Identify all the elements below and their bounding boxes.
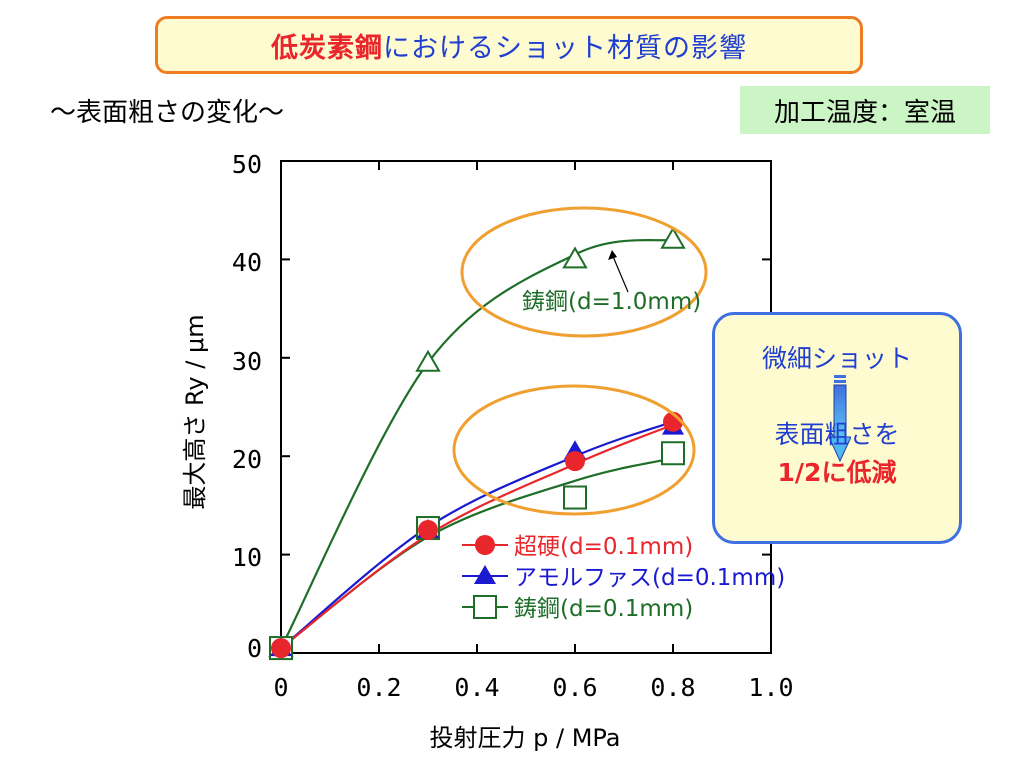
- down-arrow-icon: [829, 375, 851, 463]
- legend-marker: [474, 565, 496, 584]
- highlight-ellipse: [460, 206, 708, 338]
- curve-annotation: 鋳鋼(d=1.0mm): [522, 289, 701, 315]
- data-point: [418, 520, 438, 540]
- data-point: [660, 226, 686, 249]
- callout-line: 表面粗さを: [774, 420, 900, 449]
- legend-marker: [473, 595, 497, 619]
- title-material: 低炭素鋼: [271, 32, 383, 64]
- y-tick-label: 30: [232, 347, 262, 376]
- x-tick-label: 0.2: [356, 673, 401, 702]
- y-tick-label: 20: [232, 445, 262, 474]
- x-axis-label: 投射圧力 p / MPa: [429, 724, 620, 752]
- legend-label: 超硬(d=0.1mm): [514, 534, 693, 560]
- condition-badge: 加工温度：室温: [740, 86, 990, 134]
- data-point: [565, 451, 585, 472]
- callout-highlight: 1/2に低減: [777, 458, 897, 487]
- y-tick-label: 10: [232, 543, 262, 572]
- annotation-arrowhead: [608, 250, 617, 260]
- y-tick-label: 0: [247, 634, 262, 663]
- data-point: [563, 485, 587, 510]
- data-point: [661, 441, 685, 466]
- legend-label: アモルファス(d=0.1mm): [514, 565, 785, 591]
- x-tick-label: 0: [273, 673, 288, 702]
- data-point: [415, 349, 441, 372]
- x-tick-label: 0.6: [552, 673, 597, 702]
- y-axis-label: 最大高さ Ry / μm: [181, 314, 209, 509]
- callout-box: 微細ショット 表面粗さを 1/2に低減: [712, 312, 962, 544]
- subtitle: ～表面粗さの変化～: [50, 98, 285, 128]
- x-tick-label: 0.4: [454, 673, 499, 702]
- highlight-ellipse: [452, 384, 696, 516]
- y-tick-label: 40: [232, 248, 262, 277]
- series-line: [280, 238, 674, 649]
- x-tick-label: 1.0: [748, 673, 793, 702]
- annotation-pointer: [611, 253, 629, 293]
- series-line: [280, 423, 674, 649]
- x-tick-label: 0.8: [650, 673, 695, 702]
- legend-label: 鋳鋼(d=0.1mm): [514, 596, 693, 622]
- callout-heading: 微細ショット: [761, 344, 912, 373]
- title-rest: におけるショット材質の影響: [383, 32, 747, 64]
- legend-marker: [475, 535, 495, 555]
- data-point: [562, 246, 588, 269]
- y-tick-label: 50: [232, 150, 262, 179]
- title-box: 低炭素鋼 におけるショット材質の影響: [155, 16, 863, 74]
- data-point: [271, 638, 291, 659]
